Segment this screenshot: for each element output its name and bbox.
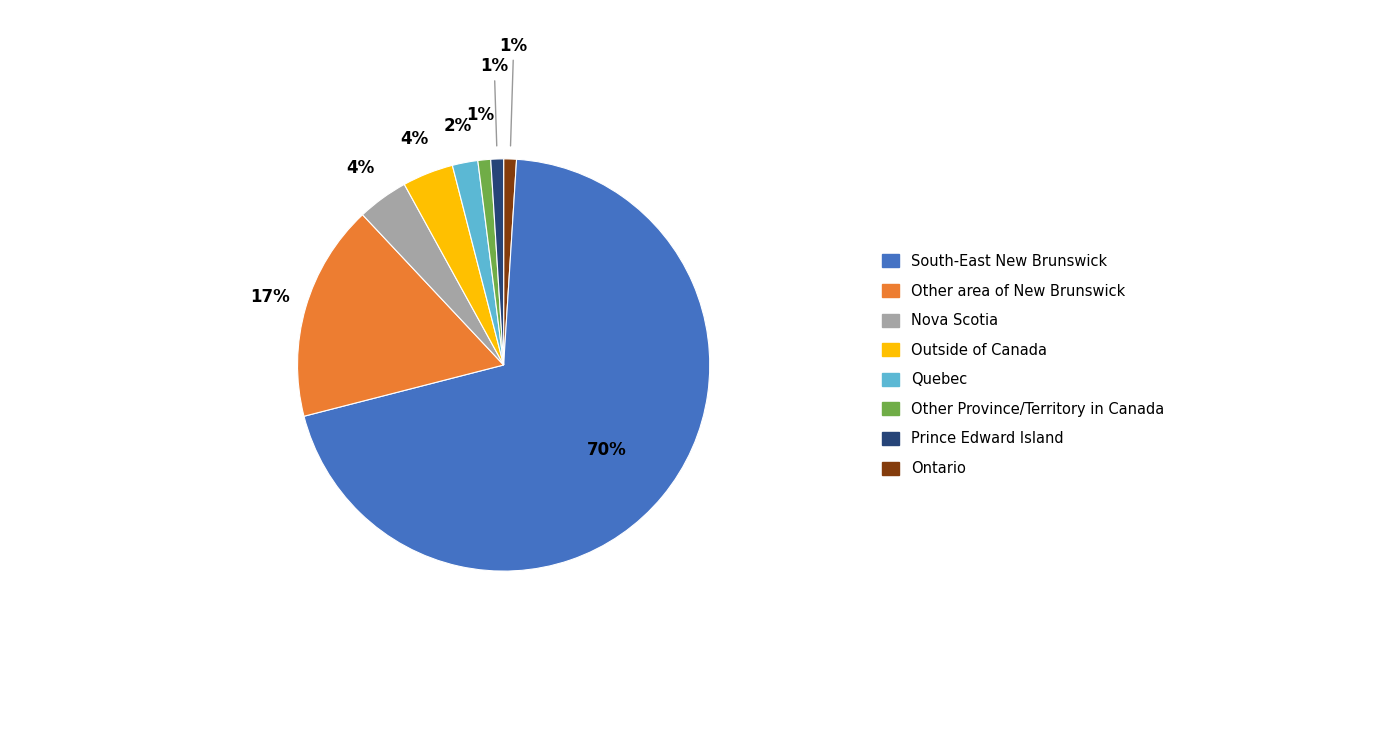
Wedge shape (452, 161, 504, 365)
Wedge shape (298, 215, 504, 416)
Text: 1%: 1% (499, 36, 527, 146)
Text: 70%: 70% (588, 442, 627, 459)
Legend: South-East New Brunswick, Other area of New Brunswick, Nova Scotia, Outside of C: South-East New Brunswick, Other area of … (874, 247, 1172, 483)
Text: 1%: 1% (480, 57, 508, 146)
Wedge shape (504, 159, 516, 365)
Text: 4%: 4% (347, 159, 375, 177)
Text: 4%: 4% (400, 130, 428, 148)
Wedge shape (304, 159, 709, 571)
Text: 17%: 17% (250, 288, 290, 306)
Text: 1%: 1% (466, 106, 494, 123)
Wedge shape (362, 185, 504, 365)
Text: 2%: 2% (443, 117, 473, 135)
Wedge shape (404, 166, 504, 365)
Wedge shape (478, 159, 504, 365)
Wedge shape (491, 159, 504, 365)
